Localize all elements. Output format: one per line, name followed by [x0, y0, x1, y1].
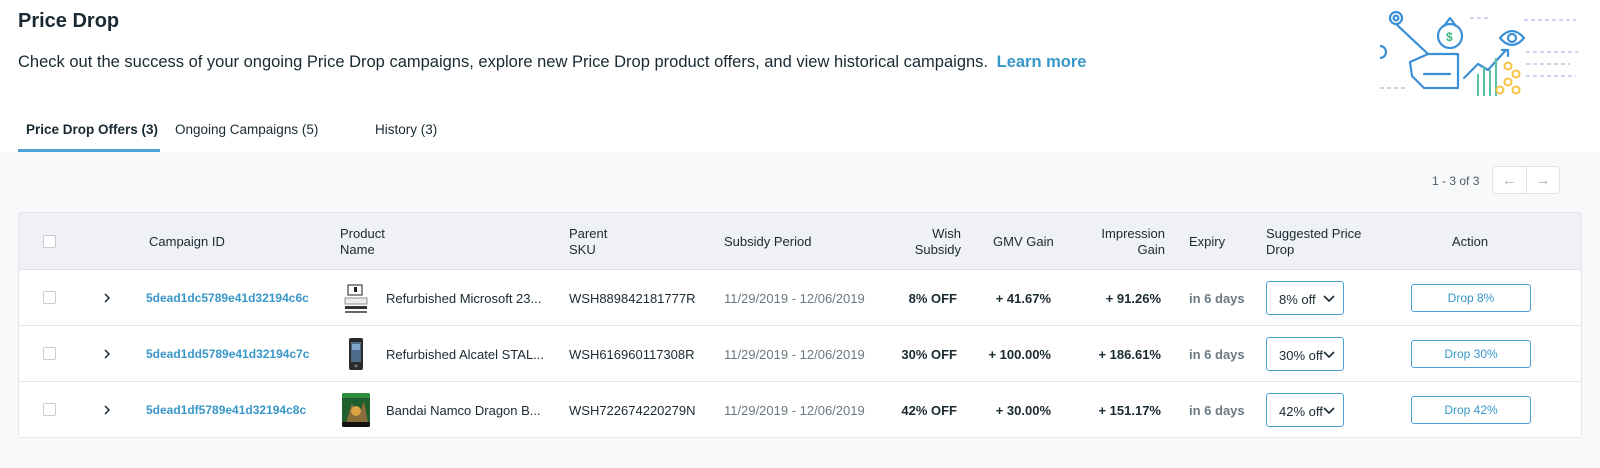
product-thumbnail: [342, 337, 370, 371]
drop-button[interactable]: Drop 8%: [1411, 284, 1531, 312]
suggested-drop-select[interactable]: 30% off: [1266, 337, 1344, 371]
parent-sku: WSH889842181777R: [569, 291, 696, 306]
impression-gain: + 91.26%: [1105, 291, 1161, 306]
campaign-id-link[interactable]: 5dead1df5789e41d32194c8c: [146, 403, 307, 417]
chevron-down-icon: [1323, 295, 1335, 303]
col-action: Action: [1451, 234, 1489, 249]
page-header: Price Drop Check out the success of your…: [0, 0, 1600, 152]
product-thumbnail: [342, 393, 370, 427]
col-expiry: Expiry: [1189, 234, 1226, 249]
page-description: Check out the success of your ongoing Pr…: [18, 53, 1086, 72]
row-checkbox[interactable]: [43, 291, 56, 304]
subsidy-period: 11/29/2019 - 12/06/2019: [724, 291, 865, 306]
row-checkbox[interactable]: [43, 347, 56, 360]
price-drop-illustration: $: [1380, 10, 1578, 96]
tab-ongoing-campaigns[interactable]: Ongoing Campaigns (5): [175, 122, 319, 137]
pager: ← →: [1492, 166, 1560, 194]
offers-table: Campaign ID Product Name Parent SKU Subsid…: [18, 212, 1582, 438]
gmv-gain: + 30.00%: [995, 403, 1051, 418]
description-text: Check out the success of your ongoing Pr…: [18, 53, 989, 71]
col-parent-sku: Parent SKU: [569, 226, 608, 257]
product-name: Refurbished Microsoft 23...: [386, 291, 542, 306]
learn-more-link[interactable]: Learn more: [996, 53, 1087, 71]
chevron-right-icon[interactable]: [101, 404, 113, 416]
col-campaign-id: Campaign ID: [149, 234, 225, 249]
wish-subsidy: 42% OFF: [901, 403, 957, 418]
gmv-gain: + 100.00%: [988, 347, 1051, 362]
row-checkbox[interactable]: [43, 403, 56, 416]
expiry: in 6 days: [1189, 347, 1245, 362]
chevron-right-icon[interactable]: [101, 348, 113, 360]
product-thumbnail: [342, 281, 370, 315]
chevron-right-icon[interactable]: [101, 292, 113, 304]
arrow-right-icon: →: [1535, 171, 1551, 189]
svg-text:$: $: [1446, 30, 1453, 44]
parent-sku: WSH616960117308R: [569, 347, 695, 362]
tab-bar: Price Drop Offers (3) Ongoing Campaigns …: [18, 114, 477, 152]
col-wish-subsidy: Wish Subsidy: [914, 226, 961, 257]
expiry: in 6 days: [1189, 403, 1245, 418]
prev-page-button[interactable]: ←: [1493, 167, 1526, 193]
table-header: Campaign ID Product Name Parent SKU Subsid…: [19, 213, 1581, 270]
wish-subsidy: 8% OFF: [908, 291, 957, 306]
suggested-drop-select[interactable]: 42% off: [1266, 393, 1344, 427]
chevron-down-icon: [1323, 351, 1335, 359]
select-all-checkbox[interactable]: [43, 235, 56, 248]
campaign-id-link[interactable]: 5dead1dc5789e41d32194c6c: [146, 291, 309, 305]
subsidy-period: 11/29/2019 - 12/06/2019: [724, 403, 865, 418]
col-impression-gain: Impression Gain: [1101, 226, 1165, 257]
col-suggested-price-drop: Suggested Price Drop: [1266, 226, 1362, 257]
tab-price-drop-offers[interactable]: Price Drop Offers (3): [18, 114, 160, 152]
arrow-left-icon: ←: [1501, 171, 1517, 189]
campaign-id-link[interactable]: 5dead1dd5789e41d32194c7c: [146, 347, 310, 361]
suggested-drop-select[interactable]: 8% off: [1266, 281, 1344, 315]
page-title: Price Drop: [18, 10, 120, 32]
col-gmv-gain: GMV Gain: [993, 234, 1054, 249]
next-page-button[interactable]: →: [1525, 167, 1559, 193]
table-row: 5dead1df5789e41d32194c8c Bandai Namco Dr…: [19, 382, 1581, 438]
col-product-name: Product Name: [340, 226, 385, 257]
wish-subsidy: 30% OFF: [901, 347, 957, 362]
pager-count: 1 - 3 of 3: [1432, 174, 1480, 188]
product-name: Refurbished Alcatel STAL...: [386, 347, 545, 362]
subsidy-period: 11/29/2019 - 12/06/2019: [724, 347, 865, 362]
impression-gain: + 186.61%: [1098, 347, 1161, 362]
impression-gain: + 151.17%: [1098, 403, 1161, 418]
drop-button[interactable]: Drop 30%: [1411, 340, 1531, 368]
table-row: 5dead1dd5789e41d32194c7c Refurbished Alc…: [19, 326, 1581, 382]
tab-history[interactable]: History (3): [375, 122, 438, 137]
parent-sku: WSH722674220279N: [569, 403, 696, 418]
gmv-gain: + 41.67%: [995, 291, 1051, 306]
expiry: in 6 days: [1189, 291, 1245, 306]
product-name: Bandai Namco Dragon B...: [386, 403, 541, 418]
chevron-down-icon: [1323, 407, 1335, 415]
table-row: 5dead1dc5789e41d32194c6c Refurbished Mic…: [19, 270, 1581, 326]
drop-button[interactable]: Drop 42%: [1411, 396, 1531, 424]
tab-content: 1 - 3 of 3 ← → Campaign ID Product Name P…: [0, 152, 1600, 468]
col-subsidy-period: Subsidy Period: [724, 234, 812, 249]
